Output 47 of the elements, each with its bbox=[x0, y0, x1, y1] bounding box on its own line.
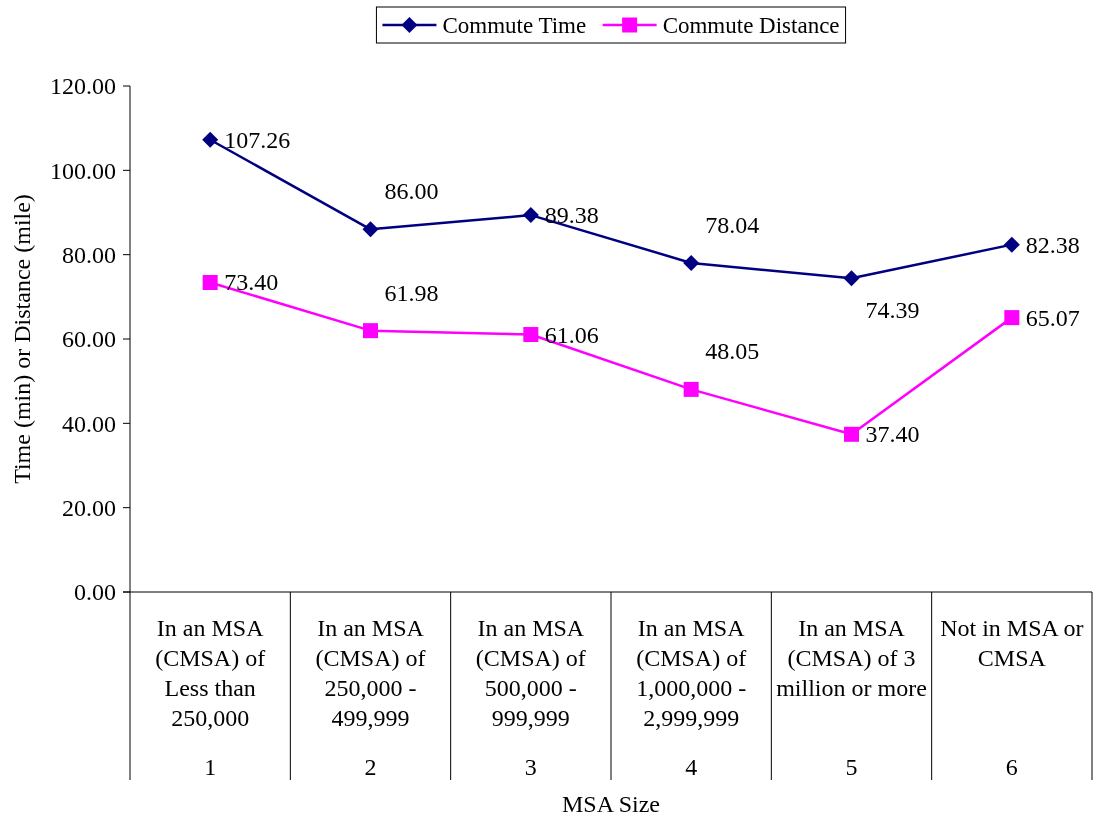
legend-label: Commute Time bbox=[442, 13, 587, 38]
text: 5 bbox=[845, 754, 858, 780]
legend-label: Commute Distance bbox=[662, 13, 840, 38]
data-label: 61.06 bbox=[544, 321, 599, 348]
y-tick-label: 100.00 bbox=[50, 157, 116, 184]
text: 2 bbox=[364, 754, 377, 780]
x-axis-title: MSA Size bbox=[561, 791, 661, 817]
point bbox=[843, 270, 860, 287]
data-label: 61.98 bbox=[384, 279, 439, 306]
y-tick-label: 60.00 bbox=[62, 326, 116, 353]
point bbox=[683, 254, 700, 271]
x-tick-label: Not in MSA or CMSA bbox=[940, 615, 1084, 671]
point bbox=[362, 221, 379, 238]
data-label: 37.40 bbox=[865, 421, 920, 448]
point bbox=[523, 327, 539, 343]
y-tick-label: 0.00 bbox=[74, 579, 116, 606]
text: 4 bbox=[685, 754, 698, 780]
x-tick-label: In an MSA (CMSA) of 3 million or more bbox=[776, 615, 927, 701]
data-label: 107.26 bbox=[224, 126, 291, 153]
text: 6 bbox=[1005, 754, 1018, 780]
y-tick-label: 40.00 bbox=[62, 410, 116, 437]
point bbox=[1004, 310, 1020, 326]
data-label: 74.39 bbox=[865, 297, 920, 324]
x-tick-label: In an MSA (CMSA) of 500,000 - 999,999 bbox=[475, 615, 586, 731]
data-label: 89.38 bbox=[544, 202, 599, 229]
y-tick-label: 20.00 bbox=[62, 495, 116, 522]
point bbox=[683, 381, 699, 397]
point bbox=[202, 275, 218, 290]
data-label: 86.00 bbox=[384, 178, 439, 205]
data-label: 65.07 bbox=[1025, 304, 1080, 331]
x-tick-label: In an MSA (CMSA) of 250,000 - 499,999 bbox=[315, 615, 426, 731]
data-label: 48.05 bbox=[705, 338, 760, 365]
point bbox=[522, 207, 539, 224]
text: 3 bbox=[524, 754, 537, 780]
text: 1 bbox=[204, 754, 217, 780]
point bbox=[363, 323, 378, 339]
x-tick-label: In an MSA (CMSA) of Less than 250,000 bbox=[155, 615, 266, 731]
y-tick-label: 80.00 bbox=[62, 242, 116, 269]
point bbox=[202, 131, 219, 148]
x-tick-label: In an MSA (CMSA) of 1,000,000 - 2,999,999 bbox=[636, 615, 747, 731]
point bbox=[1003, 236, 1020, 253]
point bbox=[844, 426, 859, 442]
y-tick-label: 120.00 bbox=[50, 73, 116, 100]
data-label: 78.04 bbox=[705, 211, 760, 238]
data-label: 73.40 bbox=[224, 269, 279, 296]
data-label: 82.38 bbox=[1025, 231, 1080, 258]
y-axis-title: Time (min) or Distance (mile) bbox=[9, 194, 35, 484]
